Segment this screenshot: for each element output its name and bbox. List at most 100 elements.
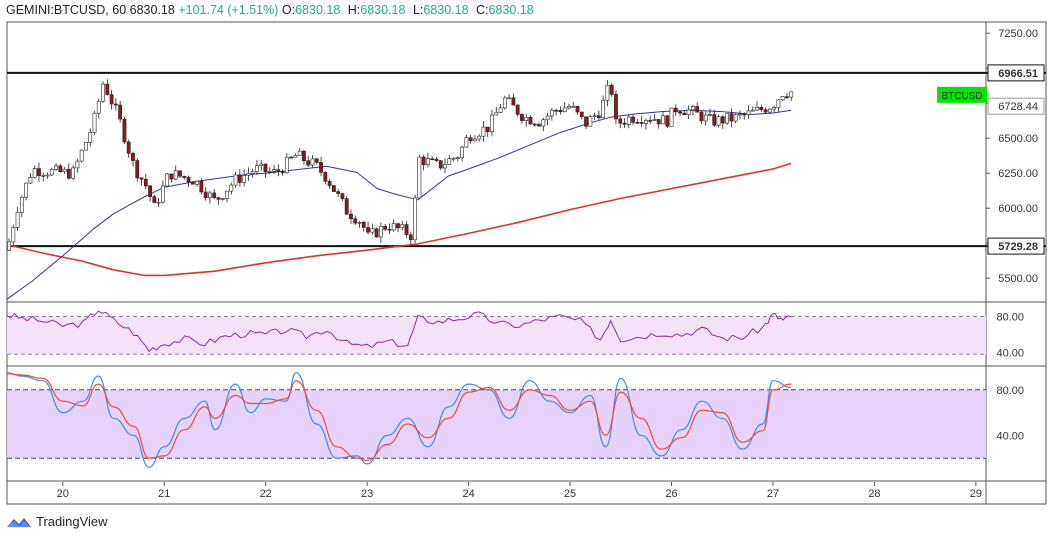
candle-body[interactable] xyxy=(443,164,447,169)
candle-body[interactable] xyxy=(656,119,661,125)
candle-body[interactable] xyxy=(481,126,486,137)
candle-body[interactable] xyxy=(772,107,777,110)
candle-body[interactable] xyxy=(148,185,152,197)
candle-body[interactable] xyxy=(699,111,704,122)
candle-body[interactable] xyxy=(545,115,550,121)
candle-body[interactable] xyxy=(686,109,691,115)
candle-body[interactable] xyxy=(532,123,537,126)
candle-body[interactable] xyxy=(708,114,712,116)
candle-body[interactable] xyxy=(250,171,255,174)
candle-body[interactable] xyxy=(293,155,298,158)
candle-body[interactable] xyxy=(15,212,20,228)
candle-body[interactable] xyxy=(413,197,417,241)
candle-body[interactable] xyxy=(601,100,606,119)
candle-body[interactable] xyxy=(678,111,682,114)
candle-body[interactable] xyxy=(131,153,135,161)
candle-body[interactable] xyxy=(417,156,422,199)
candle-body[interactable] xyxy=(88,132,93,143)
candle-body[interactable] xyxy=(242,175,247,183)
candle-body[interactable] xyxy=(464,137,469,148)
candle-body[interactable] xyxy=(567,106,571,109)
candle-body[interactable] xyxy=(720,116,725,124)
candle-body[interactable] xyxy=(7,241,11,251)
candle-body[interactable] xyxy=(233,174,238,186)
candle-body[interactable] xyxy=(229,184,234,192)
candle-body[interactable] xyxy=(703,114,708,122)
candle-body[interactable] xyxy=(738,113,742,116)
candle-body[interactable] xyxy=(306,160,311,166)
candle-body[interactable] xyxy=(391,223,396,231)
candle-body[interactable] xyxy=(421,156,426,165)
candle-body[interactable] xyxy=(695,106,700,113)
candle-body[interactable] xyxy=(370,228,375,233)
candle-body[interactable] xyxy=(199,180,204,193)
candle-body[interactable] xyxy=(113,103,118,106)
candle-body[interactable] xyxy=(468,137,473,142)
stoch-pane[interactable] xyxy=(6,372,986,468)
candle-body[interactable] xyxy=(755,107,759,111)
candle-body[interactable] xyxy=(614,94,618,120)
candle-body[interactable] xyxy=(203,191,208,199)
candle-body[interactable] xyxy=(66,168,71,179)
candle-body[interactable] xyxy=(84,142,88,151)
candle-body[interactable] xyxy=(729,113,734,122)
candle-body[interactable] xyxy=(605,84,610,101)
candle-body[interactable] xyxy=(712,114,717,126)
candle-body[interactable] xyxy=(511,97,516,106)
candle-body[interactable] xyxy=(507,97,512,100)
candle-body[interactable] xyxy=(126,141,131,154)
candle-body[interactable] xyxy=(169,173,174,180)
candle-body[interactable] xyxy=(785,96,789,98)
candle-body[interactable] xyxy=(212,192,217,198)
candle-body[interactable] xyxy=(276,169,281,172)
candle-body[interactable] xyxy=(460,146,464,159)
candle-body[interactable] xyxy=(691,106,695,111)
candle-body[interactable] xyxy=(455,157,460,160)
candle-body[interactable] xyxy=(789,91,794,98)
candle-body[interactable] xyxy=(75,160,80,169)
candle-body[interactable] xyxy=(353,218,358,224)
candle-body[interactable] xyxy=(246,173,251,176)
candle-body[interactable] xyxy=(101,83,105,102)
candle-body[interactable] xyxy=(96,100,101,114)
candle-body[interactable] xyxy=(631,116,635,123)
candle-body[interactable] xyxy=(575,105,580,113)
candle-body[interactable] xyxy=(562,107,567,113)
candle-body[interactable] xyxy=(118,104,123,120)
candle-body[interactable] xyxy=(520,114,524,121)
candle-body[interactable] xyxy=(361,221,366,228)
candle-body[interactable] xyxy=(156,201,161,204)
candle-body[interactable] xyxy=(135,160,140,179)
candle-body[interactable] xyxy=(430,158,435,161)
candle-body[interactable] xyxy=(652,119,657,121)
candle-body[interactable] xyxy=(45,174,50,177)
candle-body[interactable] xyxy=(161,185,165,203)
candle-body[interactable] xyxy=(669,107,674,127)
candle-body[interactable] xyxy=(477,135,482,140)
candle-body[interactable] xyxy=(216,197,221,200)
candle-body[interactable] xyxy=(58,165,63,173)
candle-body[interactable] xyxy=(289,156,294,159)
candle-body[interactable] xyxy=(122,118,127,143)
candle-body[interactable] xyxy=(515,104,520,115)
candle-body[interactable] xyxy=(331,185,336,192)
candle-body[interactable] xyxy=(635,122,640,124)
symbol-tag[interactable] xyxy=(937,86,987,103)
candle-body[interactable] xyxy=(344,198,349,215)
candle-body[interactable] xyxy=(186,177,191,183)
candle-body[interactable] xyxy=(494,112,499,116)
moving-average-slow-line[interactable] xyxy=(6,162,792,277)
candle-body[interactable] xyxy=(336,191,341,194)
candle-body[interactable] xyxy=(366,227,370,233)
candle-body[interactable] xyxy=(665,115,670,127)
candle-body[interactable] xyxy=(498,107,503,113)
candle-body[interactable] xyxy=(742,113,747,116)
candle-body[interactable] xyxy=(763,109,768,113)
candle-body[interactable] xyxy=(618,118,623,124)
candle-body[interactable] xyxy=(314,158,319,163)
candle-body[interactable] xyxy=(558,109,563,113)
candle-body[interactable] xyxy=(24,182,29,198)
candle-body[interactable] xyxy=(259,163,264,166)
candle-body[interactable] xyxy=(639,122,644,124)
